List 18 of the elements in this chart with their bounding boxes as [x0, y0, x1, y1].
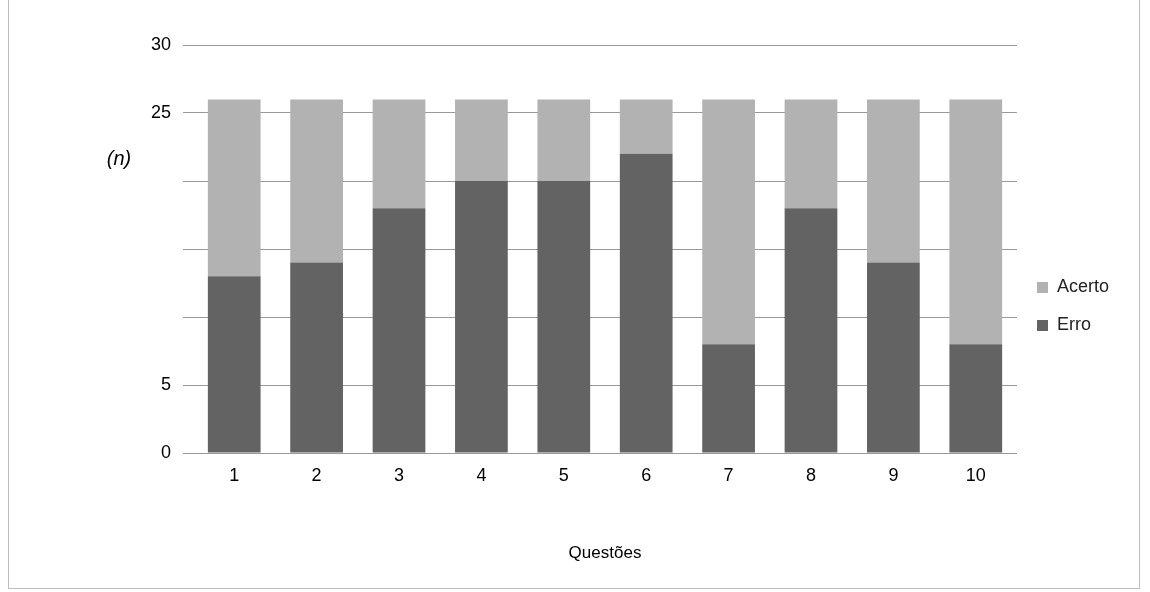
y-tick-label: 25: [150, 101, 172, 122]
y-axis-title: (n): [106, 146, 132, 169]
x-tick-label: 4: [476, 464, 487, 485]
y-tick-label: 5: [161, 373, 172, 394]
x-tick-label: 2: [311, 464, 322, 485]
legend-label: Erro: [1056, 314, 1091, 335]
x-tick-label: 9: [888, 464, 899, 485]
x-tick-label: 1: [229, 464, 240, 485]
x-axis-title: Questões: [568, 543, 642, 563]
y-tick-label: 0: [161, 441, 172, 462]
x-tick-label: 5: [558, 464, 569, 485]
y-tick-label: 30: [150, 33, 172, 54]
x-tick-label: 8: [805, 464, 816, 485]
x-tick-label: 3: [394, 464, 405, 485]
x-tick-label: 10: [965, 464, 986, 485]
x-tick-label: 7: [723, 464, 734, 485]
legend-label: Acerto: [1056, 276, 1110, 297]
x-tick-label: 6: [641, 464, 652, 485]
